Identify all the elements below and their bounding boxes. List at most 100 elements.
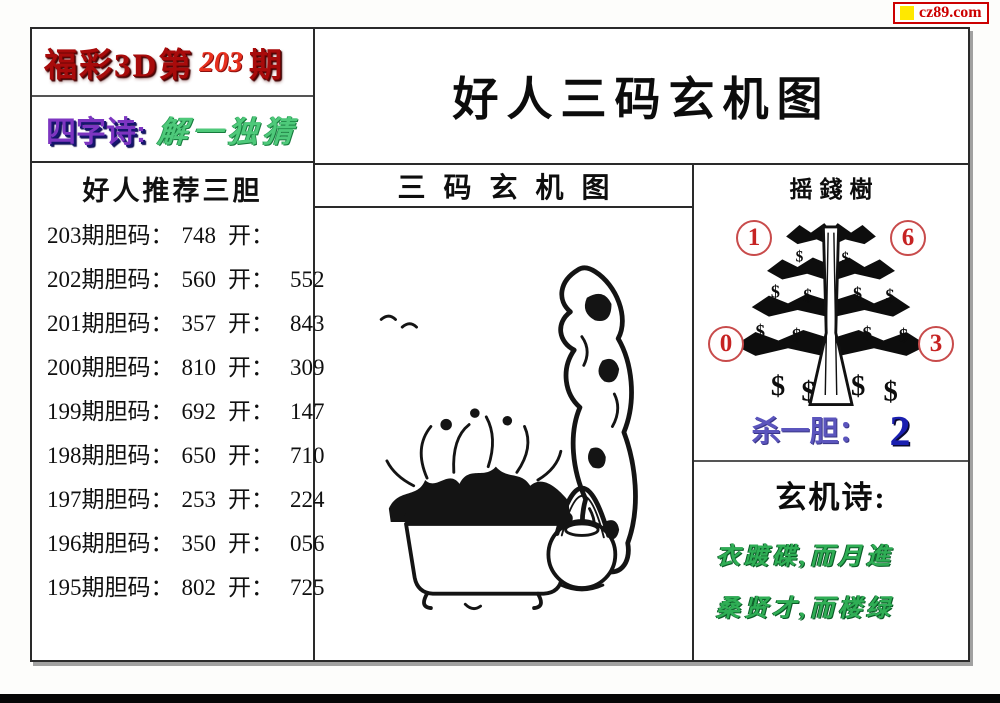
- open-label: 开：: [228, 399, 274, 424]
- period-row: 200期胆码： 810 开： 309: [32, 346, 325, 390]
- dan-value: 810: [181, 355, 217, 380]
- period-row: 201期胆码： 357 开： 843: [32, 302, 325, 346]
- open-label: 开：: [228, 311, 274, 336]
- dan-label: 期胆码：: [81, 531, 174, 556]
- open-label: 开：: [228, 267, 274, 292]
- dan-label: 期胆码：: [81, 399, 174, 424]
- svg-text:$: $: [803, 285, 812, 305]
- issue-title: 福彩3D第 203 期: [32, 29, 313, 97]
- svg-text:$: $: [771, 370, 785, 402]
- recommend-list: 好人推荐三胆 203期胆码： 748 开： 202期胆码： 560 开： 552 201期…: [32, 163, 325, 660]
- period-number: 201: [47, 311, 82, 336]
- recommend-list-title: 好人推荐三胆: [82, 176, 263, 206]
- chart-frame: 福彩3D第 203 期 四字诗: 解一独猜 好人推荐三胆 203期胆码： 748 开…: [30, 27, 970, 662]
- dan-value: 357: [181, 311, 217, 336]
- dan-value: 650: [181, 443, 217, 468]
- site-badge-link[interactable]: cz89.com: [893, 2, 989, 24]
- open-result: 056: [290, 531, 325, 556]
- tree-number-0: 0: [708, 326, 744, 362]
- period-row: 198期胆码： 650 开： 710: [32, 434, 325, 478]
- mystery-poem-section: 玄机诗: 衣踱碟,而月進 桑贤才,而楼绿: [694, 462, 968, 660]
- kill-one-dan-row: 杀一胆： 2: [694, 408, 968, 456]
- mystery-poem-line: 桑贤才,而楼绿: [716, 596, 894, 622]
- left-panel: 福彩3D第 203 期 四字诗: 解一独猜 好人推荐三胆 203期胆码： 748 开…: [32, 29, 325, 660]
- open-result: 710: [290, 443, 325, 468]
- four-char-poem-row: 四字诗: 解一独猜: [32, 97, 313, 163]
- mystery-poem-title: 玄机诗:: [775, 480, 887, 515]
- dan-value: 802: [181, 575, 217, 600]
- mystery-drawing: [315, 208, 692, 660]
- period-number: 197: [47, 487, 82, 512]
- kill-label: 杀一胆：: [751, 416, 868, 448]
- svg-text:$: $: [851, 370, 865, 402]
- dan-label: 期胆码：: [81, 267, 174, 292]
- dan-label: 期胆码：: [81, 223, 174, 248]
- badge-text: cz89.com: [919, 4, 982, 21]
- svg-text:$: $: [771, 282, 780, 302]
- money-tree-title: 摇錢樹: [789, 176, 880, 202]
- period-number: 195: [47, 575, 82, 600]
- svg-text:$: $: [842, 250, 850, 267]
- open-result: 224: [290, 487, 325, 512]
- open-result: 843: [290, 311, 325, 336]
- open-result: 309: [290, 355, 325, 380]
- main-title: 好人三码玄机图: [452, 73, 831, 125]
- period-row: 197期胆码： 253 开： 224: [32, 478, 325, 522]
- mystery-image-title: 三码玄机图: [315, 165, 692, 208]
- tree-number-1: 1: [736, 220, 772, 256]
- issue-number: 203: [199, 45, 243, 78]
- dan-value: 560: [181, 267, 217, 292]
- period-row: 203期胆码： 748 开：: [32, 214, 313, 258]
- svg-text:$: $: [853, 283, 862, 303]
- four-char-poem: 解一独猜: [156, 116, 299, 149]
- dan-label: 期胆码：: [81, 575, 174, 600]
- four-char-label: 四字诗:: [46, 116, 146, 149]
- mystery-image-panel: 三码玄机图: [315, 165, 694, 660]
- dan-value: 692: [181, 399, 217, 424]
- svg-text:$: $: [863, 324, 873, 345]
- open-label: 开：: [228, 223, 274, 248]
- period-number: 203: [47, 223, 82, 248]
- period-row: 199期胆码： 692 开： 147: [32, 390, 325, 434]
- period-row: 196期胆码： 350 开： 056: [32, 522, 325, 566]
- period-number: 202: [47, 267, 82, 292]
- svg-text:$: $: [792, 326, 802, 347]
- period-number: 199: [47, 399, 82, 424]
- open-label: 开：: [228, 531, 274, 556]
- money-tree-section: 摇錢樹 $ $ $ $: [694, 165, 968, 462]
- open-result: 147: [290, 399, 325, 424]
- dan-value: 253: [181, 487, 217, 512]
- open-result: 725: [290, 575, 325, 600]
- tree-number-6: 6: [890, 220, 926, 256]
- mystery-poem-line: 衣踱碟,而月進: [716, 544, 894, 570]
- open-result: 552: [290, 267, 325, 292]
- dan-label: 期胆码：: [81, 355, 174, 380]
- badge-square-icon: [900, 6, 914, 20]
- open-label: 开：: [228, 443, 274, 468]
- svg-text:$: $: [796, 248, 804, 265]
- right-panel: 摇錢樹 $ $ $ $: [694, 165, 968, 660]
- ink-drawing: [379, 265, 638, 610]
- money-tree: $ $ $ $ $ $ $ $ $ $ $ $ $ $: [706, 204, 956, 416]
- dan-label: 期胆码：: [81, 311, 174, 336]
- issue-title-pre: 福彩3D第: [44, 48, 194, 84]
- kill-value: 2: [889, 409, 911, 455]
- svg-text:$: $: [885, 285, 894, 305]
- period-number: 200: [47, 355, 82, 380]
- period-row: 202期胆码： 560 开： 552: [32, 258, 325, 302]
- svg-text:$: $: [884, 376, 898, 408]
- issue-title-post: 期: [248, 48, 284, 84]
- money-tree-icon: $ $ $ $ $ $ $ $ $ $ $ $ $ $: [734, 223, 928, 408]
- dan-value: 748: [181, 223, 217, 248]
- main-panel: 好人三码玄机图 三码玄机图: [315, 29, 968, 660]
- dan-value: 350: [181, 531, 217, 556]
- open-label: 开：: [228, 355, 274, 380]
- open-label: 开：: [228, 575, 274, 600]
- period-number: 198: [47, 443, 82, 468]
- bottom-bar: [0, 694, 1000, 703]
- svg-text:$: $: [756, 322, 766, 343]
- dan-label: 期胆码：: [81, 487, 174, 512]
- period-number: 196: [47, 531, 82, 556]
- dan-label: 期胆码：: [81, 443, 174, 468]
